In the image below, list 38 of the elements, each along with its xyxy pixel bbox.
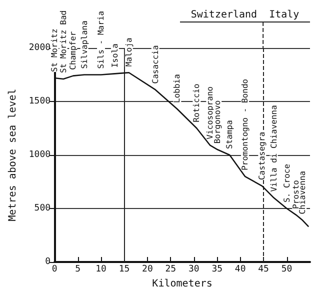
data-label: Vicosoprano [206,86,215,140]
x-tick-label: 0 [52,264,58,274]
x-tick-label: 35 [212,264,223,274]
data-label: Silvaplana [80,20,89,69]
y-tick-label: 2000 [28,43,51,53]
data-label: St Moritz [50,28,60,72]
data-label: Isola [110,43,120,68]
data-label: Chiavenna [298,170,308,214]
x-tick-label: 30 [188,264,200,274]
x-tick-label: 50 [281,264,292,274]
data-label: Borgonovo [213,100,222,144]
text: Italy [269,10,300,20]
data-label: S. Croce [282,164,292,202]
data-label: Casaccia [150,45,160,84]
data-label: Lobbia [172,74,182,103]
x-tick-label: 40 [234,264,246,274]
x-tick-label: 15 [118,264,130,274]
text: Switzerland [190,10,258,20]
data-label: St Moritz Bad [58,10,68,74]
y-tick-label: 500 [34,204,51,214]
y-tick-label: 1000 [28,150,51,160]
data-label: Promontogno - Bondo [240,78,250,170]
y-tick-label: 0 [45,257,51,267]
data-label: Champfer [68,31,78,70]
data-label: Stampa [225,120,234,149]
x-axis-title: Kilometers [152,278,212,290]
x-tick-label: 5 [75,264,81,274]
x-tick-label: 45 [258,264,269,274]
x-tick-label: 10 [96,264,106,274]
x-tick-label: 25 [165,264,176,274]
data-label: Villa di Chiavenna [269,104,278,192]
y-axis-title: Metres above sea level [8,88,18,222]
data-label: Sils - Maria [96,10,106,69]
data-label: Castasegra [258,132,267,180]
data-label: Maloja [124,38,134,67]
data-label: Roticcio [192,84,202,122]
y-tick-label: 1500 [28,96,51,106]
x-tick-label: 20 [142,264,153,274]
